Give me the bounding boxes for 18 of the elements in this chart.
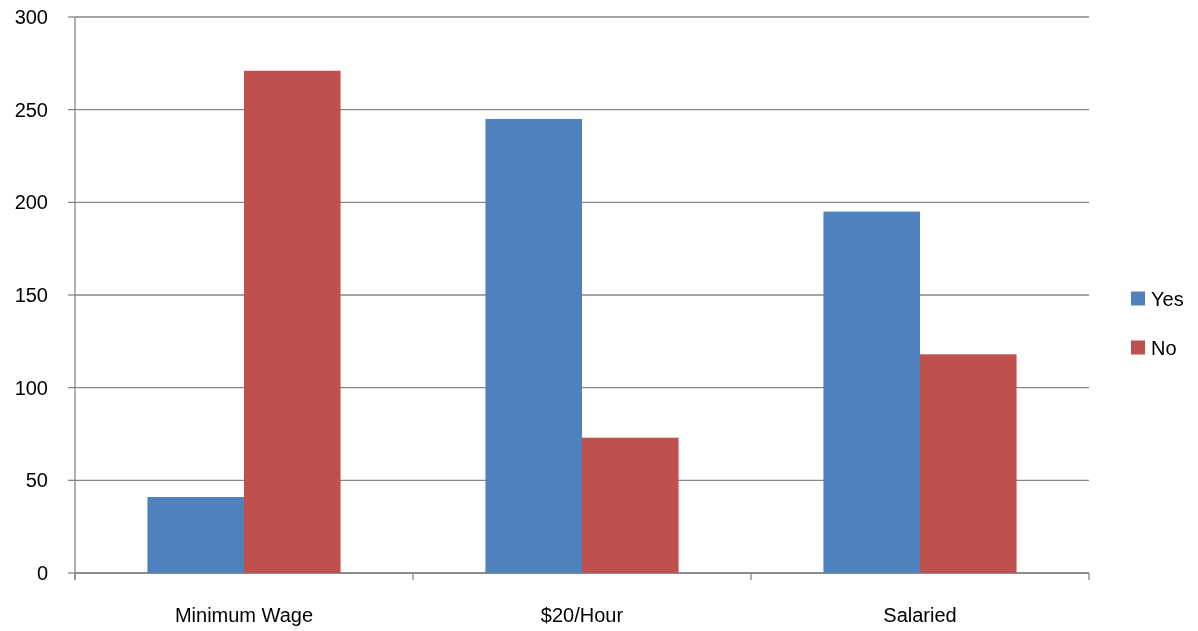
y-tick-label: 0 [36,562,48,584]
legend-label: No [1151,336,1177,359]
y-tick-label: 50 [25,469,48,492]
y-tick-label: 150 [14,284,48,306]
bar [485,118,582,573]
x-tick-label: Minimum Wage [174,604,314,626]
y-tick-label: 200 [14,191,48,214]
bar [582,437,679,573]
y-tick-label: 250 [14,98,48,121]
x-tick-label: Salaried [883,604,957,626]
bar [823,211,920,573]
x-tick-label: $20/Hour [540,604,624,626]
bar [920,354,1017,573]
y-tick-label: 300 [14,6,48,28]
bar [147,497,244,573]
y-tick-label: 100 [14,376,48,399]
legend-label: Yes [1151,287,1184,310]
bar [244,70,341,573]
